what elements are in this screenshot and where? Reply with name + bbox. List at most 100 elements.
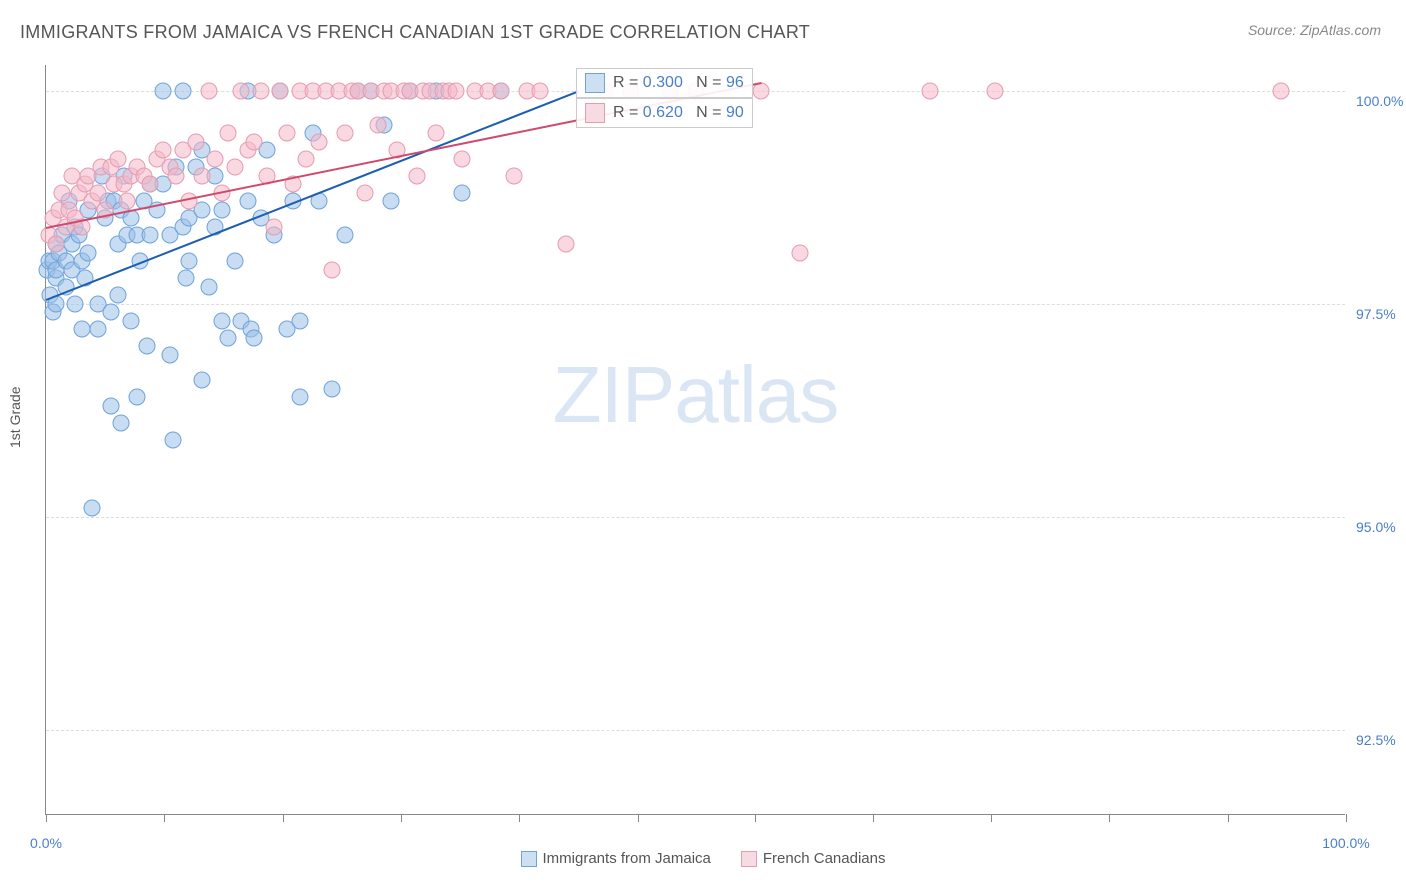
scatter-point <box>103 304 120 321</box>
scatter-point <box>213 201 230 218</box>
x-tick <box>638 814 639 822</box>
scatter-point <box>161 346 178 363</box>
scatter-point <box>382 193 399 210</box>
scatter-point <box>109 287 126 304</box>
scatter-point <box>194 167 211 184</box>
scatter-point <box>272 82 289 99</box>
stats-text: R = 0.620 N = 90 <box>613 104 744 122</box>
x-tick <box>46 814 47 822</box>
scatter-point <box>53 184 70 201</box>
scatter-point <box>122 312 139 329</box>
scatter-point <box>155 82 172 99</box>
x-tick <box>1109 814 1110 822</box>
y-tick-label: 95.0% <box>1356 519 1396 535</box>
scatter-point <box>74 321 91 338</box>
scatter-point <box>369 116 386 133</box>
scatter-point <box>428 125 445 142</box>
legend-item-series-1: Immigrants from Jamaica <box>521 850 711 867</box>
scatter-point <box>220 329 237 346</box>
stats-box: R = 0.300 N = 96 <box>576 68 753 98</box>
y-tick-label: 92.5% <box>1356 732 1396 748</box>
gridline <box>46 517 1345 518</box>
scatter-point <box>207 150 224 167</box>
scatter-point <box>90 321 107 338</box>
chart-plot-area: ZIPatlas 92.5%95.0%97.5%100.0%0.0%100.0%… <box>45 65 1345 815</box>
legend-swatch-icon <box>521 851 537 867</box>
scatter-point <box>239 193 256 210</box>
x-tick <box>991 814 992 822</box>
scatter-point <box>252 82 269 99</box>
scatter-point <box>356 184 373 201</box>
scatter-point <box>324 261 341 278</box>
scatter-point <box>181 253 198 270</box>
scatter-point <box>109 150 126 167</box>
scatter-point <box>48 235 65 252</box>
scatter-point <box>558 235 575 252</box>
scatter-point <box>408 167 425 184</box>
scatter-point <box>90 184 107 201</box>
scatter-point <box>165 432 182 449</box>
x-tick <box>873 814 874 822</box>
y-tick-label: 97.5% <box>1356 306 1396 322</box>
x-tick <box>401 814 402 822</box>
scatter-point <box>178 270 195 287</box>
scatter-point <box>155 142 172 159</box>
scatter-point <box>213 312 230 329</box>
x-tick <box>755 814 756 822</box>
scatter-point <box>194 372 211 389</box>
legend-item-series-2: French Canadians <box>741 850 886 867</box>
scatter-point <box>922 82 939 99</box>
scatter-point <box>337 227 354 244</box>
x-tick <box>1346 814 1347 822</box>
stats-box: R = 0.620 N = 90 <box>576 98 753 128</box>
scatter-point <box>506 167 523 184</box>
scatter-point <box>220 125 237 142</box>
y-tick-label: 100.0% <box>1356 93 1403 109</box>
stats-text: R = 0.300 N = 96 <box>613 74 744 92</box>
chart-legend: Immigrants from Jamaica French Canadians <box>0 850 1406 867</box>
scatter-point <box>79 244 96 261</box>
scatter-point <box>187 133 204 150</box>
gridline <box>46 304 1345 305</box>
gridline <box>46 730 1345 731</box>
legend-label: French Canadians <box>763 850 886 867</box>
x-tick <box>283 814 284 822</box>
scatter-point <box>298 150 315 167</box>
source-label: Source: ZipAtlas.com <box>1248 22 1381 38</box>
scatter-point <box>454 150 471 167</box>
scatter-point <box>454 184 471 201</box>
scatter-point <box>324 380 341 397</box>
x-tick <box>164 814 165 822</box>
scatter-point <box>246 133 263 150</box>
scatter-point <box>129 389 146 406</box>
scatter-point <box>987 82 1004 99</box>
watermark-text: ZIPatlas <box>553 349 838 441</box>
scatter-point <box>291 389 308 406</box>
scatter-point <box>265 218 282 235</box>
scatter-point <box>1273 82 1290 99</box>
scatter-point <box>103 397 120 414</box>
scatter-point <box>233 82 250 99</box>
scatter-point <box>83 500 100 517</box>
scatter-point <box>532 82 549 99</box>
scatter-point <box>142 176 159 193</box>
scatter-point <box>142 227 159 244</box>
y-axis-label: 1st Grade <box>7 387 23 448</box>
scatter-point <box>118 193 135 210</box>
scatter-point <box>792 244 809 261</box>
legend-label: Immigrants from Jamaica <box>543 850 711 867</box>
scatter-point <box>168 167 185 184</box>
scatter-point <box>447 82 464 99</box>
scatter-point <box>493 82 510 99</box>
scatter-point <box>200 278 217 295</box>
scatter-point <box>113 414 130 431</box>
x-tick-label: 0.0% <box>30 835 62 851</box>
x-tick <box>519 814 520 822</box>
stats-swatch-icon <box>585 103 605 123</box>
scatter-point <box>66 295 83 312</box>
x-tick-label: 100.0% <box>1322 835 1369 851</box>
scatter-point <box>291 312 308 329</box>
scatter-point <box>181 193 198 210</box>
scatter-point <box>246 329 263 346</box>
chart-title: IMMIGRANTS FROM JAMAICA VS FRENCH CANADI… <box>20 22 810 43</box>
